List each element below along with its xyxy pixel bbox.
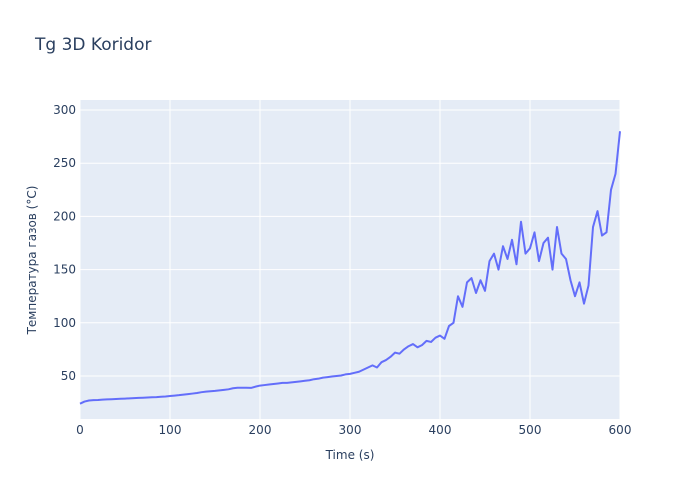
x-tick-label: 300 — [339, 423, 362, 437]
x-tick-label: 100 — [159, 423, 182, 437]
chart-title: Tg 3D Koridor — [34, 35, 152, 55]
x-tick-label: 0 — [76, 423, 84, 437]
y-tick-label: 50 — [61, 369, 76, 383]
x-tick-label: 400 — [429, 423, 452, 437]
y-tick-label: 250 — [53, 156, 76, 170]
x-tick-label: 200 — [249, 423, 272, 437]
y-tick-label: 200 — [53, 209, 76, 223]
y-axis-title: Температура газов (°C) — [25, 186, 39, 336]
y-tick-label: 100 — [53, 316, 76, 330]
x-axis-title: Time (s) — [325, 448, 375, 462]
x-tick-label: 600 — [609, 423, 632, 437]
y-tick-label: 300 — [53, 103, 76, 117]
y-tick-label: 150 — [53, 263, 76, 277]
data-line — [79, 131, 621, 405]
x-tick-label: 500 — [519, 423, 542, 437]
